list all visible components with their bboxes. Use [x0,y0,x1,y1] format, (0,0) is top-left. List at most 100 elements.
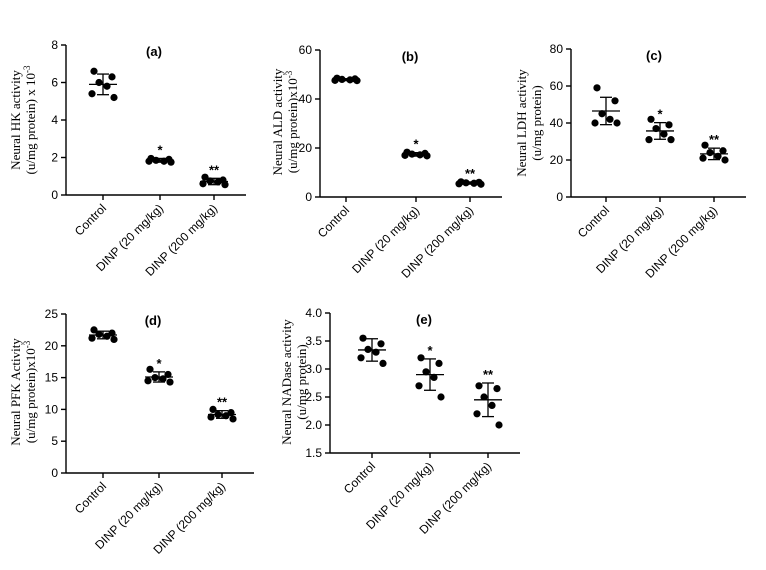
data-point [437,393,445,401]
data-point [593,84,601,92]
y-tick-label: 2.5 [305,390,322,404]
significance-marker: * [427,343,433,358]
significance-marker: * [657,107,663,122]
data-point [379,359,387,367]
y-axis-title-line2: (u/mg protein)x10 [23,348,38,443]
y-tick-label: 40 [299,92,313,106]
y-axis-title-exponent: -3 [22,340,32,348]
y-tick-label: 25 [45,307,59,321]
data-point [613,119,621,127]
data-point [110,335,118,344]
data-point [667,136,675,144]
y-tick-label: 0 [305,190,312,204]
data-point [401,151,409,159]
data-point [477,180,485,188]
data-point [221,181,229,189]
y-tick-label: 10 [45,402,59,416]
data-point [357,354,365,362]
x-tick-label: Control [341,459,378,496]
data-point [422,368,430,376]
significance-marker: ** [465,166,476,181]
y-axis-title-line1: Neural HK activity [8,70,23,170]
y-tick-label: 3.0 [305,362,322,376]
significance-marker: * [156,356,162,371]
x-tick-label: Control [575,203,612,240]
y-axis-title-line2: (u/mg protein) [294,344,309,419]
data-point [110,93,118,102]
x-tick-label: Control [315,203,352,240]
y-axis-title-exponent: -3 [284,70,294,78]
significance-marker: * [157,142,163,157]
y-tick-label: 15 [45,371,59,385]
y-tick-label: 20 [550,153,564,167]
y-tick-label: 8 [51,38,58,52]
data-point [591,119,599,127]
data-point [473,410,481,418]
x-tick-label: Control [72,479,109,516]
y-tick-label: 60 [550,79,564,93]
y-tick-label: 6 [51,76,58,90]
y-tick-label: 40 [550,116,564,130]
y-tick-label: 4.0 [305,306,322,320]
data-point [598,110,606,118]
data-point [430,373,438,381]
data-point [353,77,361,85]
data-point [721,156,729,164]
panel-label: (e) [416,312,432,327]
y-axis-title-line1: Neural NADase activity [279,319,294,445]
y-tick-label: 4 [51,113,58,127]
data-point [706,149,714,157]
data-point [146,365,154,373]
data-point [493,385,501,393]
data-point [423,152,431,160]
data-point [377,340,385,348]
data-point [145,157,153,165]
y-axis-title-exponent: -3 [22,65,32,73]
data-point [415,382,423,390]
significance-marker: * [413,137,419,152]
y-axis-title: Neural PFK Activity(u/mg protein)x10-3 [8,338,38,446]
data-point [475,382,483,390]
y-axis-title: Neural LDH activity(u/mg protein) [514,69,544,177]
y-axis-title-line1: Neural PFK Activity [8,338,23,446]
y-tick-label: 80 [550,42,564,56]
y-tick-label: 5 [51,434,58,448]
data-point [665,121,673,129]
y-axis-title: Neural ALD activity(u/mg protein)x10-3 [270,68,300,175]
data-point [417,354,425,362]
y-axis-title-line1: Neural ALD activity [270,68,285,175]
data-point [209,405,217,413]
data-point [495,421,503,429]
data-point [435,359,443,367]
data-point [647,115,655,123]
y-tick-label: 20 [45,339,59,353]
data-point [701,141,709,149]
data-point [480,393,488,401]
panel-label: (d) [145,313,162,328]
x-tick-label: Control [72,201,109,238]
y-axis-title-line2: (u/mg protein)x10 [285,78,300,173]
data-point [160,157,168,165]
y-axis-title: Neural HK activity(u/mg protein) x 10-3 [8,65,38,174]
data-point [166,378,174,386]
significance-marker: ** [709,132,720,147]
y-tick-label: 0 [51,466,58,480]
y-axis-title-line2: (u/mg protein) [529,85,544,160]
data-point [331,76,339,84]
data-point [488,401,496,409]
y-axis-title-line2: (u/mg protein) x 10 [23,73,38,174]
panel-label: (b) [402,49,419,64]
data-point [164,370,172,379]
y-tick-label: 2 [51,151,58,165]
data-point [108,73,116,81]
y-tick-label: 3.5 [305,334,322,348]
data-point [719,147,727,155]
y-tick-label: 2.0 [305,418,322,432]
y-tick-label: 1.5 [305,446,322,460]
data-point [611,97,619,105]
panel-label: (a) [146,44,162,59]
